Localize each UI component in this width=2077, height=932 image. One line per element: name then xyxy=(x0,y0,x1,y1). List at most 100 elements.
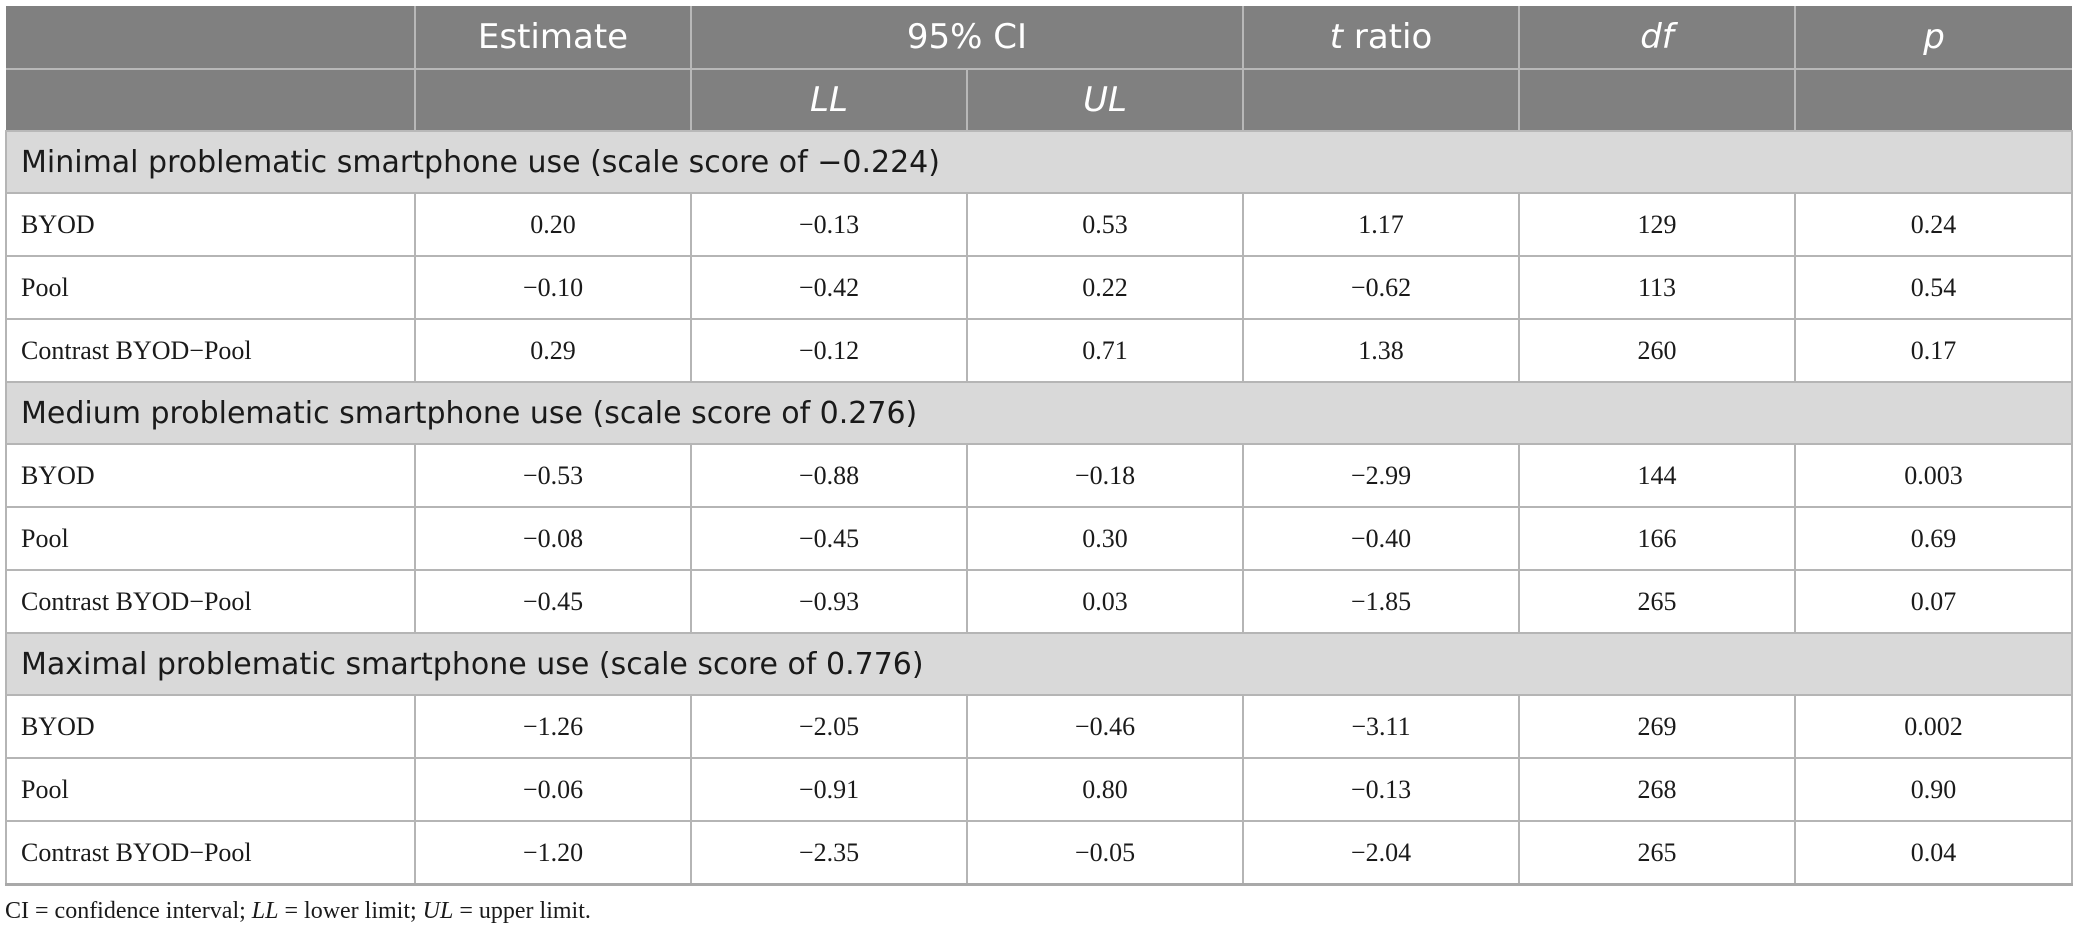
group-title-maximal: Maximal problematic smartphone use (scal… xyxy=(5,632,2073,696)
cell-ll: −0.12 xyxy=(690,318,968,383)
group-header-row: Medium problematic smartphone use (scale… xyxy=(5,381,2073,445)
table-row: BYOD 0.20 −0.13 0.53 1.17 129 0.24 xyxy=(5,192,2073,257)
header-row-1: Estimate 95% CI t ratio df p xyxy=(6,6,2072,70)
cell-ul: 0.80 xyxy=(966,757,1244,822)
header-estimate: Estimate xyxy=(415,6,692,70)
footnote-part-2: = lower limit; xyxy=(278,898,423,924)
cell-p: 0.24 xyxy=(1794,192,2073,257)
table-footnote: CI = confidence interval; LL = lower lim… xyxy=(5,898,591,925)
cell-ul: 0.03 xyxy=(966,569,1244,634)
cell-ll: −0.42 xyxy=(690,255,968,320)
cell-p: 0.17 xyxy=(1794,318,2073,383)
row-label: Pool xyxy=(5,757,416,822)
table-row: BYOD −0.53 −0.88 −0.18 −2.99 144 0.003 xyxy=(5,443,2073,508)
header2-empty-5 xyxy=(1795,69,2072,132)
cell-df: 265 xyxy=(1518,569,1796,634)
row-label: Pool xyxy=(5,255,416,320)
cell-ll: −0.91 xyxy=(690,757,968,822)
cell-t: −3.11 xyxy=(1242,694,1520,759)
cell-ul: 0.22 xyxy=(966,255,1244,320)
cell-p: 0.54 xyxy=(1794,255,2073,320)
cell-p: 0.002 xyxy=(1794,694,2073,759)
cell-df: 113 xyxy=(1518,255,1796,320)
table-row: Pool −0.06 −0.91 0.80 −0.13 268 0.90 xyxy=(5,757,2073,822)
cell-df: 166 xyxy=(1518,506,1796,571)
cell-df: 260 xyxy=(1518,318,1796,383)
cell-ll: −2.05 xyxy=(690,694,968,759)
header-row-2: LL UL xyxy=(6,69,2072,132)
cell-p: 0.04 xyxy=(1794,820,2073,886)
table-row: Contrast BYOD−Pool −1.20 −2.35 −0.05 −2.… xyxy=(5,820,2073,886)
cell-df: 129 xyxy=(1518,192,1796,257)
cell-estimate: −0.08 xyxy=(414,506,692,571)
table-body: Minimal problematic smartphone use (scal… xyxy=(5,130,2073,886)
header2-empty-3 xyxy=(1243,69,1520,132)
cell-ul: −0.18 xyxy=(966,443,1244,508)
results-table-container: Estimate 95% CI t ratio df p LL UL Minim… xyxy=(5,6,2073,886)
cell-ul: 0.53 xyxy=(966,192,1244,257)
header-95-ci: 95% CI xyxy=(691,6,1244,70)
cell-df: 269 xyxy=(1518,694,1796,759)
group-title-minimal: Minimal problematic smartphone use (scal… xyxy=(5,130,2073,194)
cell-t: −2.99 xyxy=(1242,443,1520,508)
table-header: Estimate 95% CI t ratio df p LL UL xyxy=(6,6,2072,132)
cell-ll: −0.93 xyxy=(690,569,968,634)
header2-empty-2 xyxy=(415,69,692,132)
cell-t: −0.62 xyxy=(1242,255,1520,320)
table-row: BYOD −1.26 −2.05 −0.46 −3.11 269 0.002 xyxy=(5,694,2073,759)
footnote-part-1: CI = confidence interval; xyxy=(5,898,252,924)
row-label: BYOD xyxy=(5,443,416,508)
cell-ul: 0.30 xyxy=(966,506,1244,571)
cell-estimate: −1.20 xyxy=(414,820,692,886)
cell-estimate: −0.10 xyxy=(414,255,692,320)
cell-p: 0.003 xyxy=(1794,443,2073,508)
footnote-ul: UL xyxy=(422,898,454,924)
cell-estimate: 0.20 xyxy=(414,192,692,257)
cell-t: −2.04 xyxy=(1242,820,1520,886)
cell-ul: −0.05 xyxy=(966,820,1244,886)
cell-t: −0.40 xyxy=(1242,506,1520,571)
table-row: Pool −0.08 −0.45 0.30 −0.40 166 0.69 xyxy=(5,506,2073,571)
cell-df: 265 xyxy=(1518,820,1796,886)
row-label: Pool xyxy=(5,506,416,571)
table-row: Contrast BYOD−Pool 0.29 −0.12 0.71 1.38 … xyxy=(5,318,2073,383)
header2-empty-4 xyxy=(1519,69,1796,132)
row-label: Contrast BYOD−Pool xyxy=(5,569,416,634)
cell-estimate: −0.06 xyxy=(414,757,692,822)
cell-t: −1.85 xyxy=(1242,569,1520,634)
row-label: Contrast BYOD−Pool xyxy=(5,318,416,383)
table-row: Contrast BYOD−Pool −0.45 −0.93 0.03 −1.8… xyxy=(5,569,2073,634)
header-t-ratio: t ratio xyxy=(1243,6,1520,70)
header-df: df xyxy=(1519,6,1796,70)
footnote-part-3: = upper limit. xyxy=(453,898,591,924)
cell-ll: −0.45 xyxy=(690,506,968,571)
cell-estimate: −0.45 xyxy=(414,569,692,634)
group-title-medium: Medium problematic smartphone use (scale… xyxy=(5,381,2073,445)
cell-t: −0.13 xyxy=(1242,757,1520,822)
header2-empty-1 xyxy=(6,69,416,132)
cell-p: 0.90 xyxy=(1794,757,2073,822)
header-t-ratio-text: ratio xyxy=(1343,17,1433,57)
cell-ll: −2.35 xyxy=(690,820,968,886)
cell-ul: −0.46 xyxy=(966,694,1244,759)
header-t-ratio-t: t xyxy=(1329,17,1344,57)
header-corner xyxy=(6,6,416,70)
row-label: BYOD xyxy=(5,192,416,257)
cell-ll: −0.13 xyxy=(690,192,968,257)
cell-estimate: −0.53 xyxy=(414,443,692,508)
row-label: BYOD xyxy=(5,694,416,759)
header-p: p xyxy=(1795,6,2072,70)
group-header-row: Minimal problematic smartphone use (scal… xyxy=(5,130,2073,194)
group-header-row: Maximal problematic smartphone use (scal… xyxy=(5,632,2073,696)
cell-df: 268 xyxy=(1518,757,1796,822)
table-row: Pool −0.10 −0.42 0.22 −0.62 113 0.54 xyxy=(5,255,2073,320)
cell-p: 0.69 xyxy=(1794,506,2073,571)
cell-t: 1.38 xyxy=(1242,318,1520,383)
results-table: Estimate 95% CI t ratio df p LL UL Minim… xyxy=(5,6,2073,886)
cell-p: 0.07 xyxy=(1794,569,2073,634)
footnote-ll: LL xyxy=(251,898,279,924)
cell-estimate: 0.29 xyxy=(414,318,692,383)
cell-ll: −0.88 xyxy=(690,443,968,508)
cell-estimate: −1.26 xyxy=(414,694,692,759)
header-ul: UL xyxy=(967,69,1244,132)
